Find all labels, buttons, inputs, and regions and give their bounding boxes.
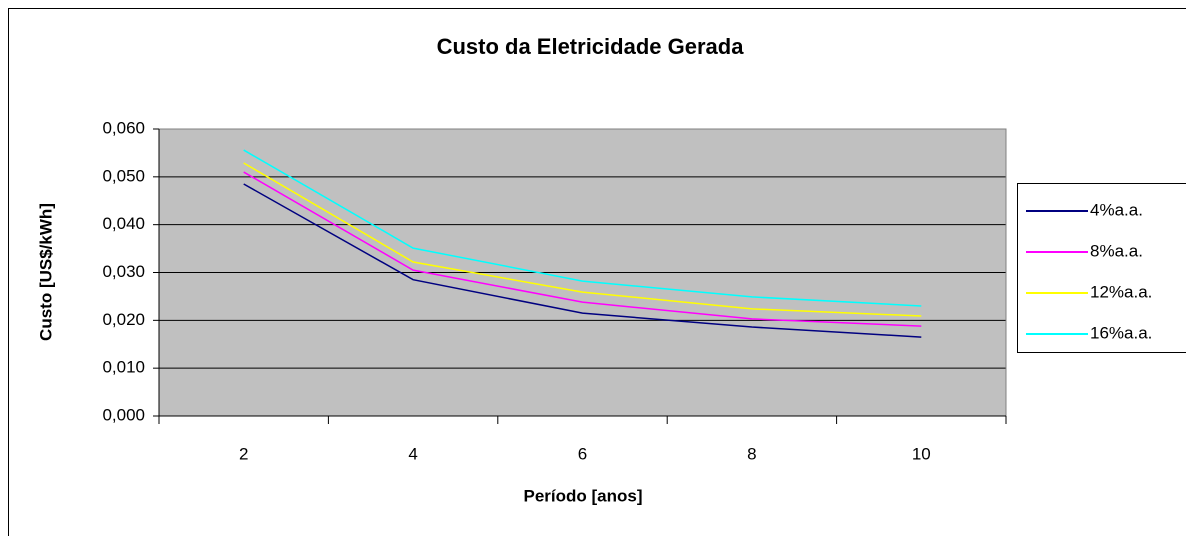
legend-label: 8%a.a.	[1090, 241, 1143, 260]
y-tick-label: 0,000	[102, 405, 145, 424]
x-tick-label: 8	[747, 444, 756, 463]
x-axis-label: Período [anos]	[523, 486, 642, 505]
legend-label: 4%a.a.	[1090, 200, 1143, 219]
series-line	[243, 183, 922, 338]
series-line	[243, 162, 922, 317]
lines	[243, 149, 922, 338]
y-axis-label: Custo [US$/kWh]	[36, 203, 55, 341]
y-tick-label: 0,040	[102, 214, 145, 233]
y-tick-label: 0,020	[102, 310, 145, 329]
x-tick-label: 2	[239, 444, 248, 463]
y-tick-label: 0,030	[102, 262, 145, 281]
x-tick-label: 10	[912, 444, 931, 463]
legend	[1017, 183, 1186, 353]
series-line	[243, 149, 922, 307]
series-line	[243, 171, 922, 327]
y-tick-label: 0,050	[102, 166, 145, 185]
y-tick-label: 0,060	[102, 118, 145, 137]
x-tick-label: 6	[578, 444, 587, 463]
legend-label: 12%a.a.	[1090, 282, 1152, 301]
legend-label: 16%a.a.	[1090, 323, 1152, 342]
x-tick-label: 4	[408, 444, 417, 463]
y-tick-label: 0,010	[102, 358, 145, 377]
chart-title: Custo da Eletricidade Gerada	[437, 34, 745, 59]
